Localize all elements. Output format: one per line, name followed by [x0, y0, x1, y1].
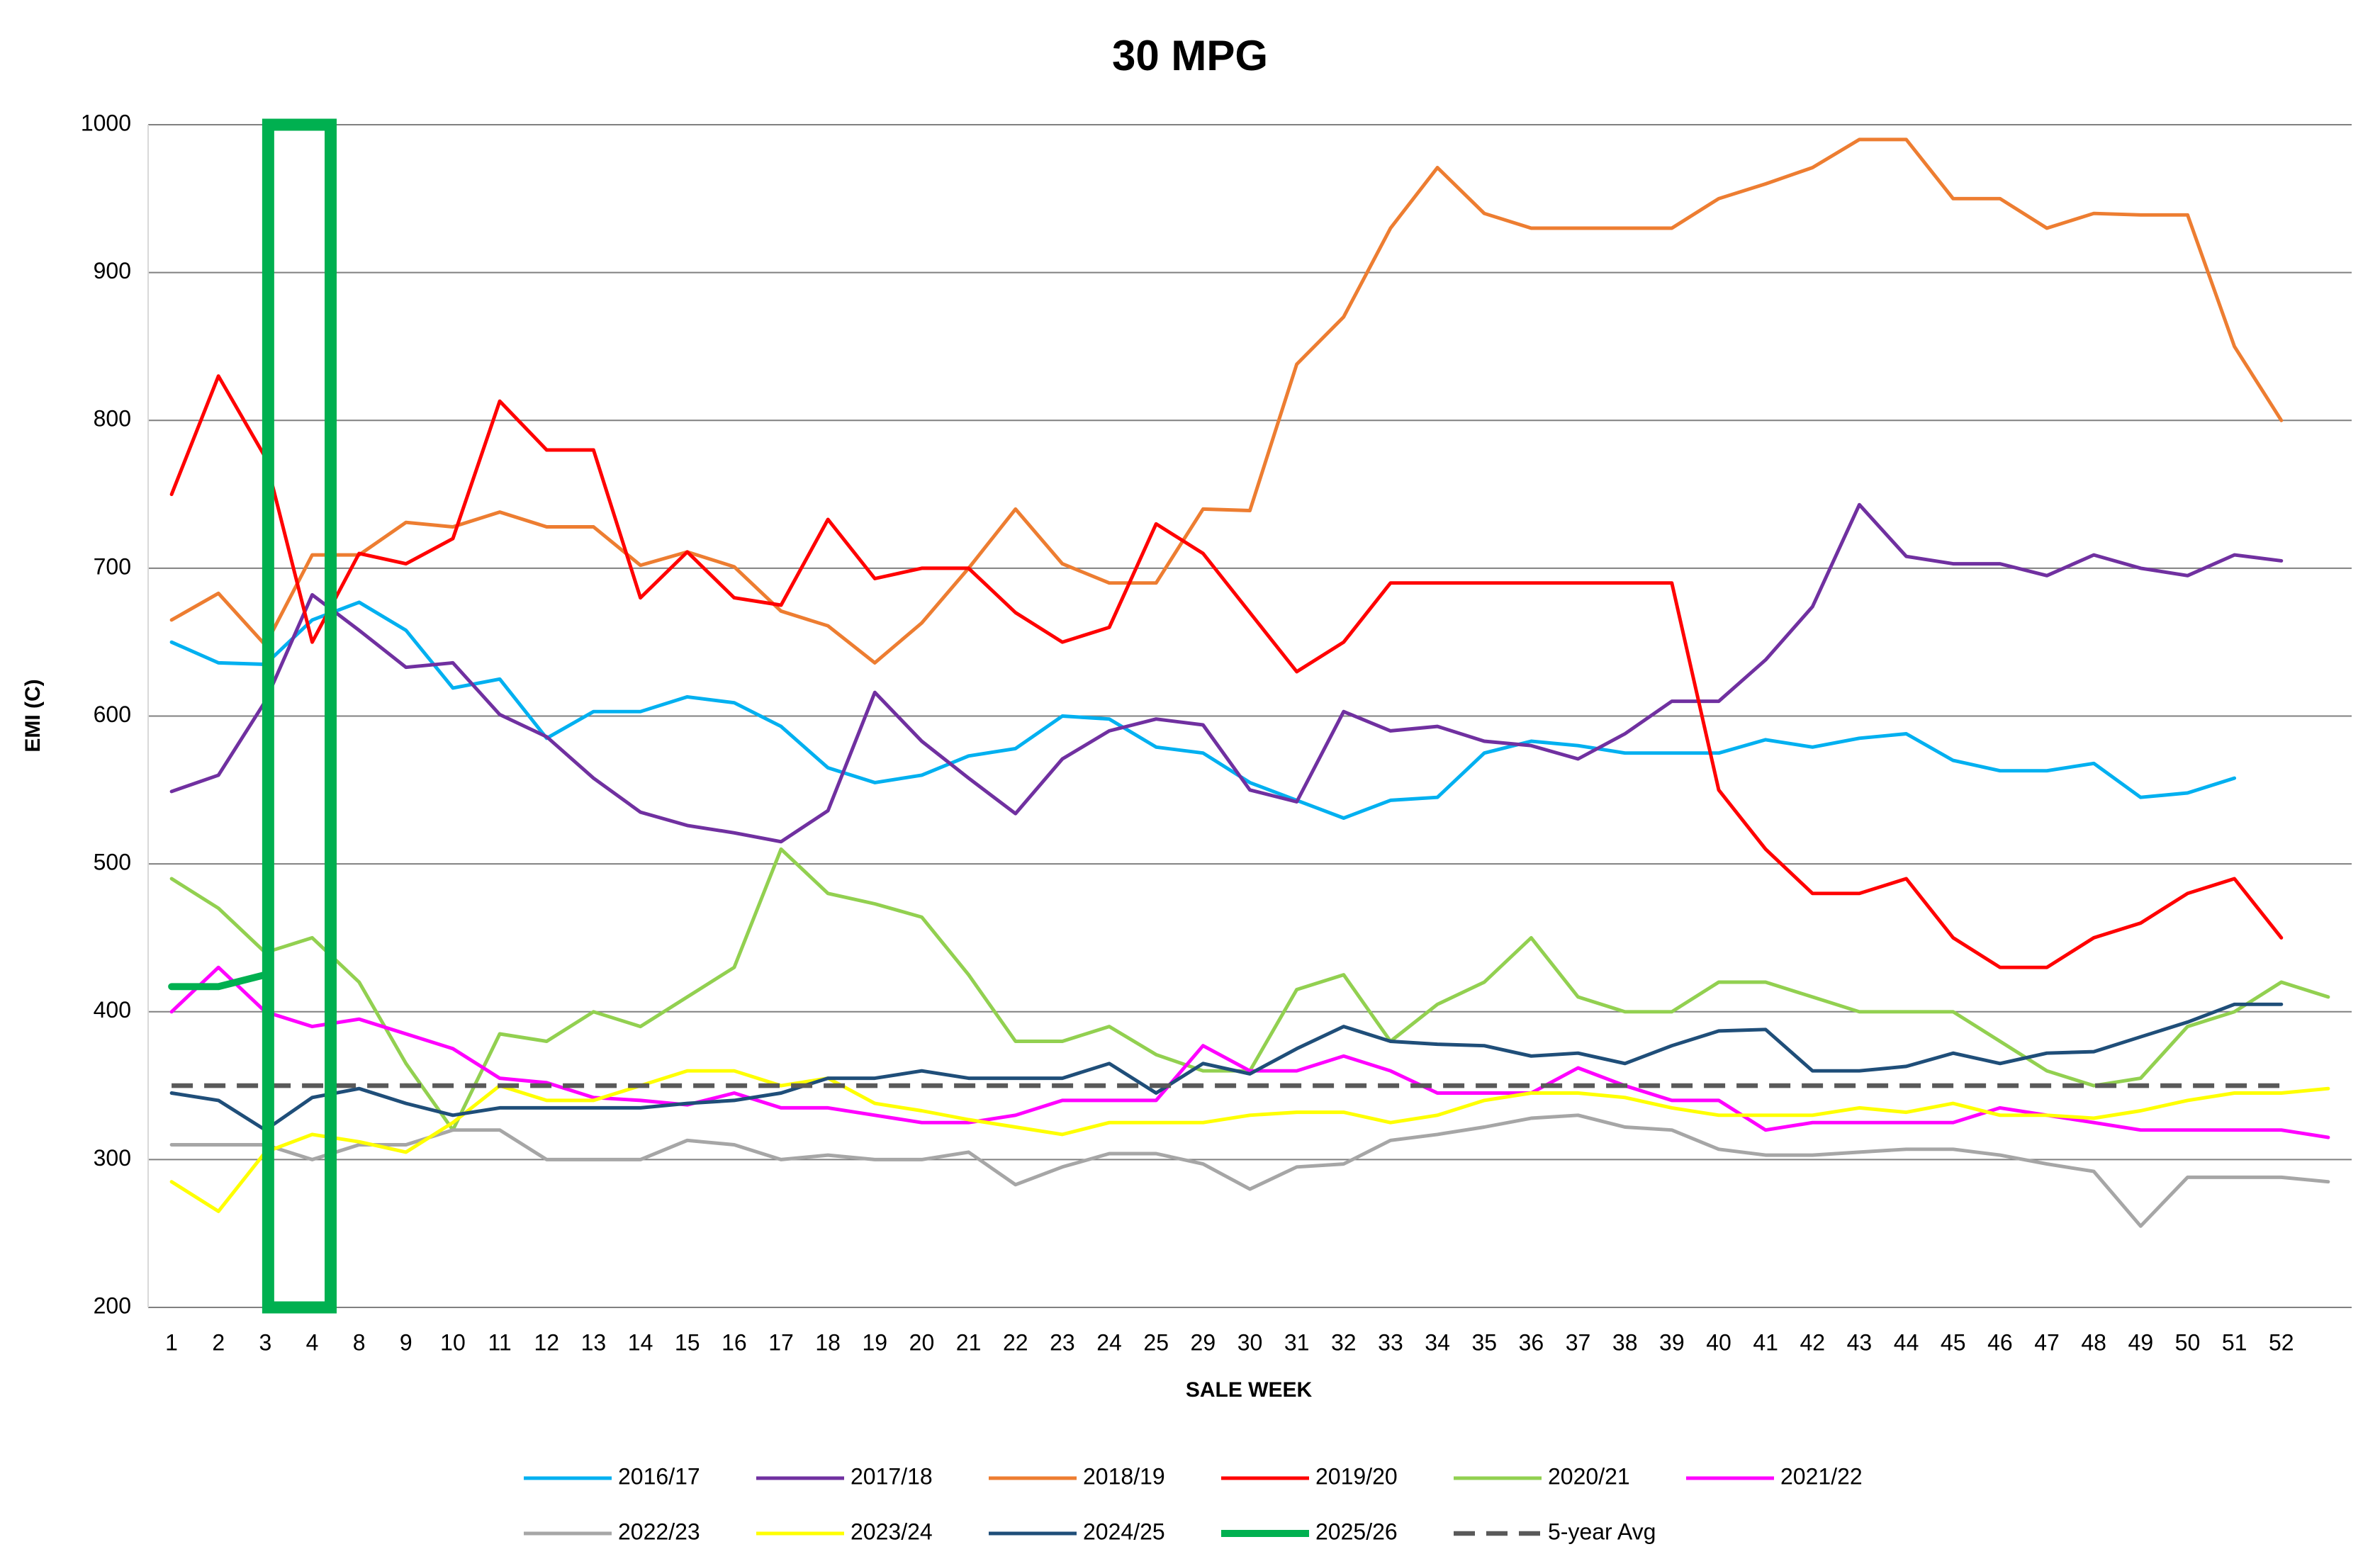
x-tick-label: 19 — [863, 1329, 888, 1355]
x-tick-label: 3 — [259, 1329, 271, 1355]
x-tick-label: 12 — [534, 1329, 559, 1355]
x-tick-label: 4 — [306, 1329, 319, 1355]
series-line — [169, 502, 2284, 844]
x-tick-label: 38 — [1612, 1329, 1638, 1355]
x-tick-label: 22 — [1003, 1329, 1028, 1355]
x-tick-label: 44 — [1894, 1329, 1919, 1355]
x-tick-label: 37 — [1566, 1329, 1591, 1355]
x-tick-label: 42 — [1800, 1329, 1825, 1355]
x-tick-label: 43 — [1847, 1329, 1873, 1355]
y-tick-label: 400 — [94, 997, 131, 1023]
x-tick-label: 30 — [1237, 1329, 1263, 1355]
x-tick-label: 50 — [2175, 1329, 2201, 1355]
y-tick-label: 500 — [94, 850, 131, 875]
highlight-box — [262, 118, 337, 1314]
x-tick-label: 31 — [1284, 1329, 1310, 1355]
y-tick-label: 200 — [94, 1293, 131, 1318]
x-tick-label: 52 — [2269, 1329, 2294, 1355]
x-tick-label: 8 — [353, 1329, 366, 1355]
x-tick-label: 24 — [1096, 1329, 1122, 1355]
x-tick-label: 21 — [956, 1329, 982, 1355]
legend-label: 2016/17 — [618, 1463, 700, 1489]
y-tick-label: 900 — [94, 258, 131, 283]
x-tick-label: 23 — [1050, 1329, 1075, 1355]
legend-label: 5-year Avg — [1548, 1519, 1656, 1544]
y-tick-label: 1000 — [81, 110, 131, 135]
series-line — [168, 971, 269, 991]
y-tick-label: 300 — [94, 1145, 131, 1171]
x-tick-label: 32 — [1331, 1329, 1357, 1355]
x-tick-label: 39 — [1659, 1329, 1685, 1355]
x-tick-label: 36 — [1519, 1329, 1544, 1355]
legend-label: 2023/24 — [851, 1519, 933, 1544]
legend-label: 2024/25 — [1083, 1519, 1165, 1544]
legend-label: 2019/20 — [1315, 1463, 1398, 1489]
x-tick-label: 25 — [1143, 1329, 1169, 1355]
y-tick-label: 800 — [94, 406, 131, 432]
series-line — [169, 1069, 2330, 1213]
y-tick-label: 700 — [94, 553, 131, 579]
x-tick-label: 40 — [1706, 1329, 1731, 1355]
series-line — [169, 600, 2237, 820]
series-line — [169, 137, 2284, 665]
legend-label: 2025/26 — [1315, 1519, 1398, 1544]
x-tick-label: 46 — [1987, 1329, 2013, 1355]
y-axis-title: EMI (C) — [21, 679, 45, 752]
legend-label: 2020/21 — [1548, 1463, 1630, 1489]
x-tick-label: 14 — [628, 1329, 653, 1355]
x-tick-label: 18 — [815, 1329, 841, 1355]
x-tick-label: 41 — [1753, 1329, 1778, 1355]
legend-label: 2022/23 — [618, 1519, 700, 1544]
x-tick-label: 29 — [1191, 1329, 1216, 1355]
x-tick-label: 1 — [165, 1329, 178, 1355]
x-tick-label: 48 — [2081, 1329, 2106, 1355]
x-tick-label: 17 — [768, 1329, 794, 1355]
x-tick-label: 16 — [722, 1329, 747, 1355]
x-tick-label: 13 — [581, 1329, 607, 1355]
x-tick-label: 11 — [488, 1329, 512, 1355]
series-line — [169, 1002, 2284, 1132]
y-tick-label: 600 — [94, 702, 131, 727]
x-tick-label: 2 — [212, 1329, 225, 1355]
x-tick-label: 47 — [2034, 1329, 2060, 1355]
legend-label: 2017/18 — [851, 1463, 933, 1489]
chart-title: 30 MPG — [1112, 32, 1268, 79]
legend-label: 2021/22 — [1780, 1463, 1863, 1489]
series-line — [169, 1113, 2330, 1228]
x-tick-label: 10 — [440, 1329, 466, 1355]
series-line — [169, 374, 2284, 969]
x-tick-label: 20 — [909, 1329, 935, 1355]
legend-label: 2018/19 — [1083, 1463, 1165, 1489]
x-tick-label: 49 — [2128, 1329, 2154, 1355]
x-tick-label: 51 — [2222, 1329, 2247, 1355]
x-tick-label: 15 — [675, 1329, 700, 1355]
x-tick-label: 45 — [1941, 1329, 1966, 1355]
x-axis-title: SALE WEEK — [1186, 1378, 1313, 1402]
x-tick-label: 9 — [400, 1329, 412, 1355]
x-tick-label: 34 — [1425, 1329, 1450, 1355]
series-line — [169, 965, 2330, 1139]
x-tick-label: 35 — [1471, 1329, 1497, 1355]
x-tick-label: 33 — [1378, 1329, 1403, 1355]
